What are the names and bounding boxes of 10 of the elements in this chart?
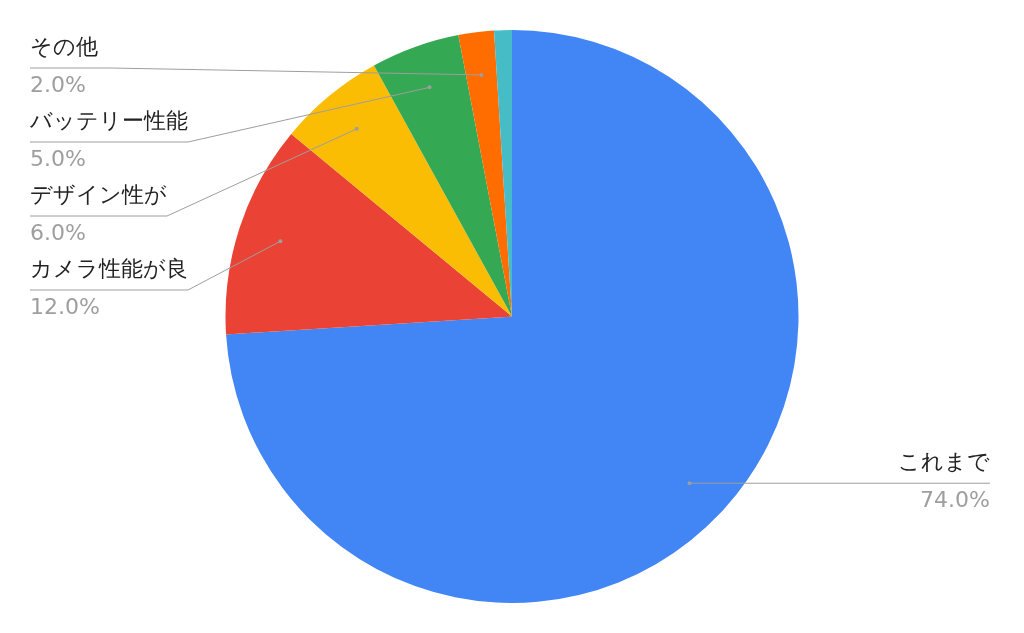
data-label: 6.0% — [30, 219, 86, 245]
slice-label: その他 — [30, 33, 98, 59]
data-label: 2.0% — [30, 71, 86, 97]
data-label: 12.0% — [30, 293, 100, 319]
slice-label: カメラ性能が良 — [30, 255, 188, 281]
slice-label: デザイン性が — [30, 181, 167, 207]
data-label: 5.0% — [30, 145, 86, 171]
slice-label: バッテリー性能 — [29, 107, 188, 133]
slice-label: これまで — [898, 448, 990, 474]
data-label: 74.0% — [920, 486, 990, 512]
